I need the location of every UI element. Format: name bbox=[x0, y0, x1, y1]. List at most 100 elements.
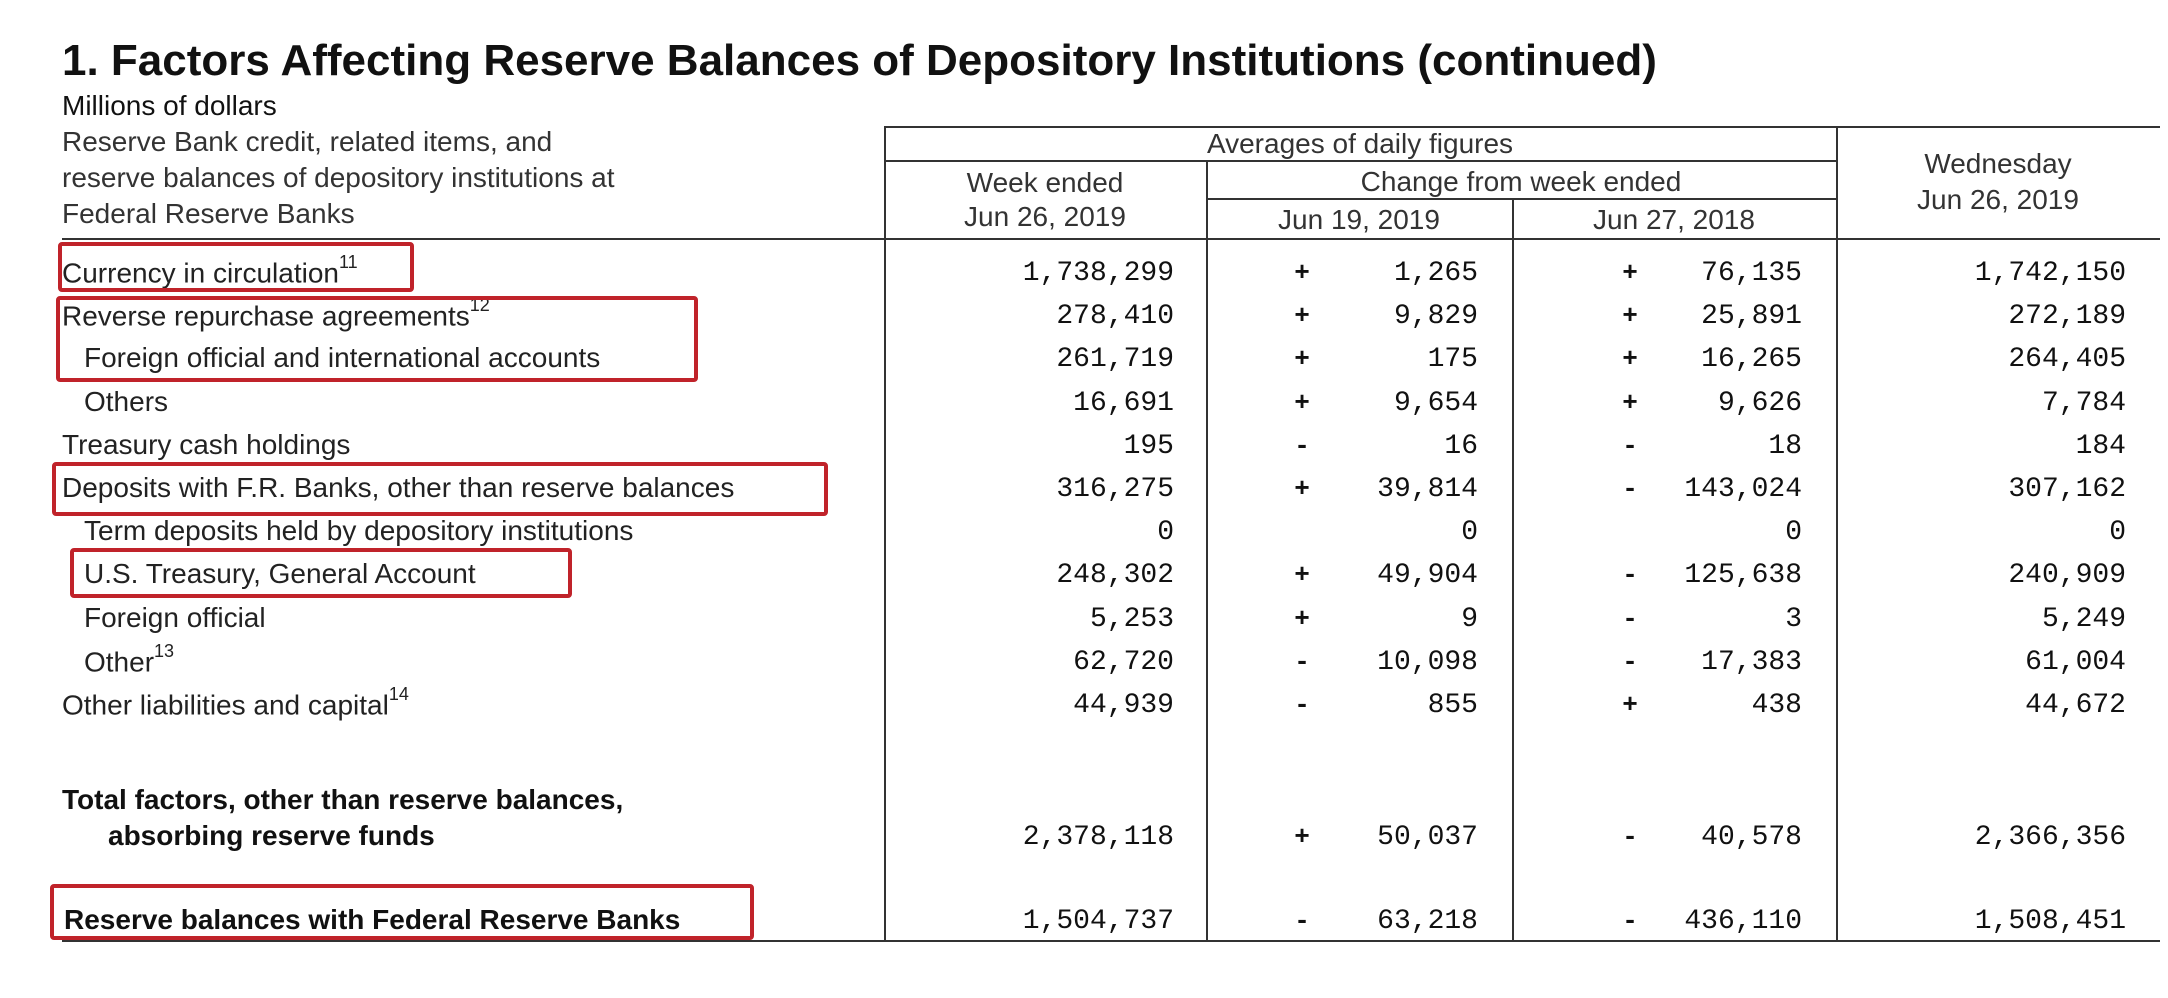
highlight-box-currency bbox=[58, 242, 414, 292]
change2-value: 143,024 bbox=[1684, 474, 1802, 505]
change2-sign: + bbox=[1622, 388, 1638, 418]
row-label: Foreign official and international accou… bbox=[84, 342, 600, 374]
row-label-text: Others bbox=[84, 386, 169, 417]
table-bottom-rule bbox=[62, 940, 2160, 942]
change1-value: 39,814 bbox=[1377, 474, 1478, 505]
reserve-change2-sign: - bbox=[1622, 906, 1638, 936]
page-title: 1. Factors Affecting Reserve Balances of… bbox=[62, 36, 1657, 85]
col-divider-wednesday bbox=[1836, 126, 1838, 940]
change1-value: 10,098 bbox=[1377, 647, 1478, 678]
row-label-text: Term deposits held by depository institu… bbox=[84, 515, 634, 546]
row-label: Treasury cash holdings bbox=[62, 429, 350, 461]
wednesday-value: 7,784 bbox=[2041, 388, 2126, 419]
change2-sign: + bbox=[1622, 690, 1638, 720]
header-bottom-rule bbox=[62, 238, 2160, 240]
week-ended-line: Week ended bbox=[966, 167, 1124, 198]
stub-header-line: Federal Reserve Banks bbox=[62, 198, 355, 229]
header-top-rule bbox=[884, 126, 2160, 128]
change2-value: 18 bbox=[1768, 431, 1802, 462]
total-change1-sign: + bbox=[1294, 822, 1310, 852]
wednesday-value: 44,672 bbox=[2025, 690, 2126, 721]
row-label: Others bbox=[84, 386, 168, 418]
total-change1-value: 50,037 bbox=[1377, 822, 1478, 853]
change-col2-header: Jun 27, 2018 bbox=[1593, 204, 1755, 235]
total-change2-value: 40,578 bbox=[1701, 822, 1802, 853]
row-label-text: Treasury cash holdings bbox=[62, 429, 351, 460]
change2-sign: + bbox=[1622, 344, 1638, 374]
week-value: 1,738,299 bbox=[1022, 258, 1174, 289]
footnote-marker: 13 bbox=[154, 641, 175, 661]
col-divider-week bbox=[884, 126, 886, 940]
change2-value: 0 bbox=[1785, 517, 1802, 548]
reserve-week-value: 1,504,737 bbox=[1022, 906, 1174, 937]
change1-sign: + bbox=[1294, 604, 1310, 634]
wednesday-value: 0 bbox=[2109, 517, 2126, 548]
change1-sign: + bbox=[1294, 474, 1310, 504]
change2-value: 438 bbox=[1751, 690, 1802, 721]
wednesday-value: 1,742,150 bbox=[1974, 258, 2126, 289]
total-label-line2: absorbing reserve funds bbox=[108, 820, 435, 851]
total-label-line1: Total factors, other than reserve balanc… bbox=[62, 784, 624, 815]
row-label-text: Deposits with F.R. Banks, other than res… bbox=[62, 472, 735, 503]
week-value: 195 bbox=[1123, 431, 1174, 462]
change2-value: 9,626 bbox=[1717, 388, 1802, 419]
reserve-change1-sign: - bbox=[1294, 906, 1310, 936]
footnote-marker: 14 bbox=[388, 684, 409, 704]
change1-sign: + bbox=[1294, 258, 1310, 288]
change2-value: 125,638 bbox=[1684, 560, 1802, 591]
change2-value: 17,383 bbox=[1701, 647, 1802, 678]
stub-header: Reserve Bank credit, related items, and … bbox=[62, 124, 615, 232]
reserve-change1-value: 63,218 bbox=[1377, 906, 1478, 937]
row-label: Deposits with F.R. Banks, other than res… bbox=[62, 472, 734, 504]
wednesday-line: Wednesday bbox=[1924, 148, 2072, 179]
change1-value: 9,654 bbox=[1393, 388, 1478, 419]
change-col1-header: Jun 19, 2019 bbox=[1278, 204, 1440, 235]
row-label: Other13 bbox=[84, 641, 174, 678]
change1-value: 9 bbox=[1461, 604, 1478, 635]
week-value: 16,691 bbox=[1073, 388, 1174, 419]
row-label: Currency in circulation11 bbox=[62, 252, 358, 289]
wednesday-value: 184 bbox=[2075, 431, 2126, 462]
change2-value: 25,891 bbox=[1701, 301, 1802, 332]
row-label-text: Currency in circulation bbox=[62, 257, 339, 289]
row-label-text: Other bbox=[84, 646, 155, 678]
change2-value: 3 bbox=[1785, 604, 1802, 635]
row-label: Reverse repurchase agreements12 bbox=[62, 295, 490, 332]
change1-sign: - bbox=[1294, 431, 1310, 461]
wednesday-value: 240,909 bbox=[2008, 560, 2126, 591]
row-label: Term deposits held by depository institu… bbox=[84, 515, 633, 547]
wednesday-value: 264,405 bbox=[2008, 344, 2126, 375]
change2-sign: - bbox=[1622, 604, 1638, 634]
row-label-text: Reverse repurchase agreements bbox=[62, 300, 470, 332]
row-label-text: U.S. Treasury, General Account bbox=[84, 558, 476, 589]
col-divider-change1 bbox=[1206, 160, 1208, 940]
change1-value: 1,265 bbox=[1393, 258, 1478, 289]
change1-value: 855 bbox=[1427, 690, 1478, 721]
change2-sign: - bbox=[1622, 647, 1638, 677]
change1-value: 49,904 bbox=[1377, 560, 1478, 591]
col-divider-change2 bbox=[1512, 198, 1514, 940]
change1-value: 175 bbox=[1427, 344, 1478, 375]
change1-sign: + bbox=[1294, 560, 1310, 590]
total-wednesday-value: 2,366,356 bbox=[1974, 822, 2126, 853]
change-from-header: Change from week ended bbox=[1360, 166, 1682, 197]
footnote-marker: 12 bbox=[469, 295, 490, 315]
reserve-wednesday-value: 1,508,451 bbox=[1974, 906, 2126, 937]
row-label-text: Foreign official and international accou… bbox=[84, 342, 601, 373]
week-value: 62,720 bbox=[1073, 647, 1174, 678]
wednesday-date: Jun 26, 2019 bbox=[1917, 184, 2079, 215]
change1-sign: - bbox=[1294, 690, 1310, 720]
week-value: 316,275 bbox=[1056, 474, 1174, 505]
week-value: 5,253 bbox=[1089, 604, 1174, 635]
change2-sign: + bbox=[1622, 258, 1638, 288]
reserve-change2-value: 436,110 bbox=[1684, 906, 1802, 937]
row-label-text: Foreign official bbox=[84, 602, 266, 633]
week-value: 248,302 bbox=[1056, 560, 1174, 591]
change1-value: 0 bbox=[1461, 517, 1478, 548]
row-label: U.S. Treasury, General Account bbox=[84, 558, 476, 590]
highlight-box-deposits bbox=[52, 462, 828, 516]
highlight-box-treasury-general bbox=[70, 548, 572, 598]
averages-header: Averages of daily figures bbox=[1206, 128, 1514, 159]
wednesday-value: 307,162 bbox=[2008, 474, 2126, 505]
units-caption: Millions of dollars bbox=[62, 90, 277, 121]
